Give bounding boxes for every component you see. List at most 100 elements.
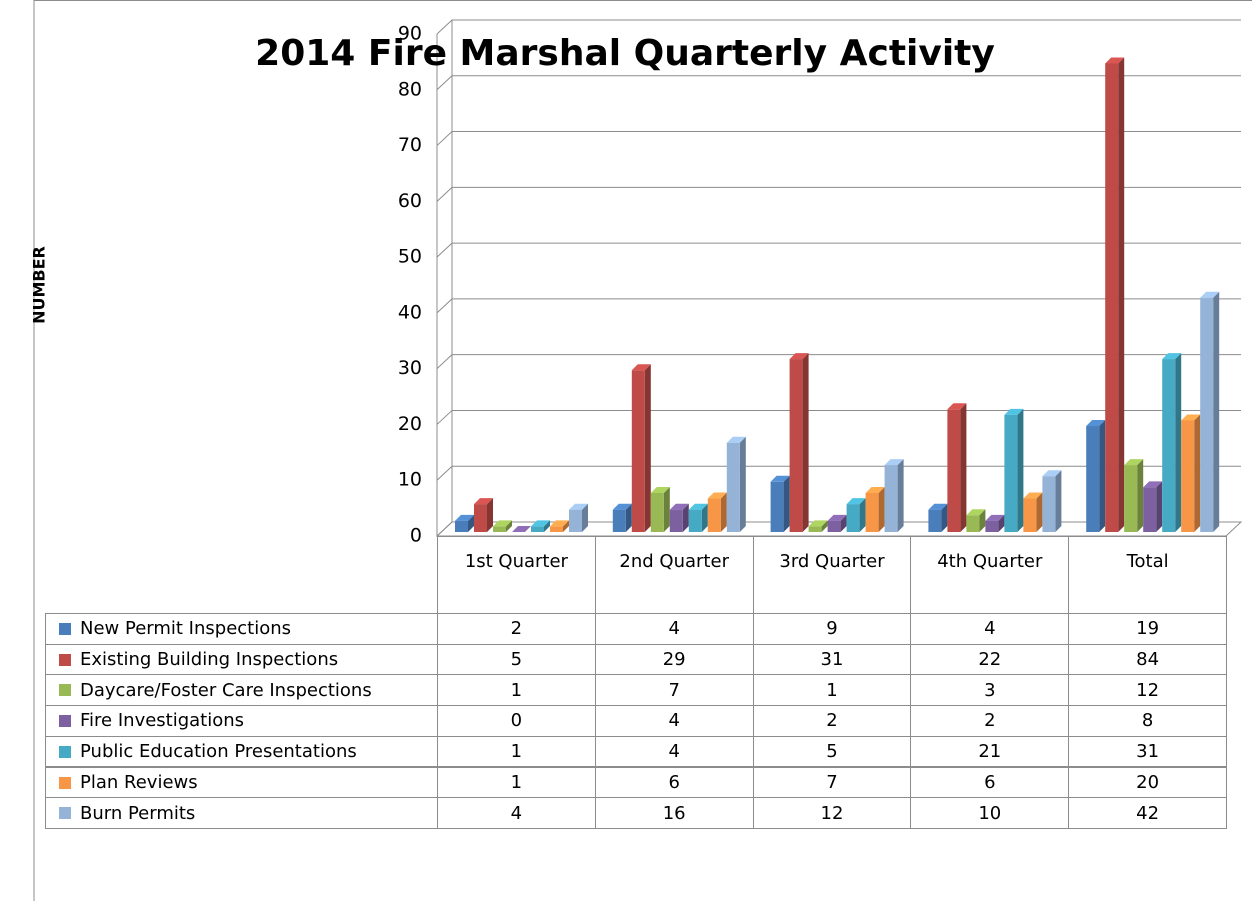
grid-line — [436, 19, 1241, 35]
table-value: 1 — [437, 766, 596, 799]
bar-top — [1200, 291, 1220, 298]
bar-front — [808, 526, 822, 532]
bar — [928, 503, 948, 532]
legend-key — [59, 684, 71, 697]
bar-side — [1156, 481, 1163, 532]
table-value: 1 — [437, 735, 596, 768]
bar-top — [966, 509, 986, 516]
bar-top — [808, 520, 828, 527]
bar — [550, 520, 569, 532]
bar-side — [701, 503, 708, 532]
bar — [1105, 57, 1125, 532]
table-value: 4 — [594, 613, 754, 645]
bar-front — [827, 520, 841, 532]
bar-top — [550, 520, 569, 527]
table-value: 9 — [752, 613, 912, 645]
table-value: 4 — [910, 613, 1070, 645]
bar-front — [493, 526, 506, 532]
bar-side — [878, 486, 885, 532]
bar — [1200, 291, 1220, 532]
bar — [1124, 459, 1144, 532]
bar-top — [1181, 414, 1201, 421]
y-tick-label: 90 — [398, 23, 422, 45]
bar-top — [512, 526, 531, 532]
bar-side — [468, 514, 474, 532]
bar — [726, 436, 746, 532]
bar-top — [474, 498, 493, 505]
bar-front — [928, 509, 942, 532]
table-value: 3 — [910, 674, 1070, 707]
table-value: 16 — [594, 797, 754, 829]
table-value: 1 — [752, 674, 912, 707]
bar-top — [612, 503, 632, 510]
bar-side — [802, 353, 809, 532]
bar-front — [569, 509, 582, 532]
bar-side — [625, 503, 632, 532]
y-tick-label: 70 — [398, 134, 422, 156]
table-value: 2 — [437, 613, 596, 645]
bar-front — [947, 409, 961, 532]
bar — [688, 503, 708, 532]
bar-side — [897, 459, 904, 532]
legend-key — [59, 807, 71, 820]
bar-front — [688, 509, 702, 532]
bar — [1004, 408, 1024, 532]
y-tick-label: 80 — [398, 78, 422, 100]
bar-side — [960, 403, 967, 532]
bar-top — [846, 498, 866, 505]
bar-front — [865, 492, 879, 532]
y-tick-label: 60 — [398, 190, 422, 212]
bar — [865, 486, 885, 532]
bar-front — [1200, 297, 1214, 532]
table-value: 19 — [1068, 613, 1227, 645]
bar-side — [1194, 414, 1201, 532]
bar-side — [682, 503, 689, 532]
table-value: 12 — [1068, 674, 1227, 707]
chart-title: 2014 Fire Marshal Quarterly Activity — [255, 33, 995, 74]
table-value: 84 — [1068, 643, 1227, 676]
bar-side — [1137, 459, 1144, 532]
bar-side — [720, 492, 727, 532]
bar — [947, 403, 967, 532]
table-value: 7 — [594, 674, 754, 707]
table-value: 4 — [594, 735, 754, 768]
table-value: 4 — [437, 797, 596, 829]
bar — [474, 498, 493, 532]
column-header: Total — [1068, 536, 1227, 614]
column-header: 3rd Quarter — [752, 536, 912, 614]
grid-line — [436, 242, 1241, 258]
y-tick-label: 10 — [398, 469, 422, 491]
bar-top — [1162, 353, 1182, 360]
y-axis-label: NUMBER — [30, 246, 49, 324]
bar — [1162, 353, 1182, 532]
bar-top — [1105, 57, 1125, 64]
table-value: 31 — [752, 643, 912, 676]
legend-label: Plan Reviews — [80, 771, 198, 793]
table-value: 7 — [752, 766, 912, 799]
table-value: 2 — [752, 705, 912, 737]
table-value: 5 — [752, 735, 912, 768]
bar-side — [979, 509, 986, 532]
table-value: 31 — [1068, 735, 1227, 768]
bar-front — [846, 504, 860, 532]
bar-front — [726, 442, 740, 532]
bar-top — [1004, 408, 1024, 415]
table-value: 10 — [910, 797, 1070, 829]
bar — [1086, 420, 1106, 532]
table-value: 21 — [910, 735, 1070, 768]
bar — [531, 520, 550, 532]
bar — [966, 509, 986, 532]
bar-front — [474, 504, 487, 532]
y-tick-label: 30 — [398, 357, 422, 379]
bar-front — [550, 526, 563, 532]
bar-front — [985, 520, 999, 532]
row-header: Existing Building Inspections — [45, 643, 438, 676]
bar-front — [531, 526, 544, 532]
y-tick-label: 0 — [410, 525, 422, 547]
legend-key — [59, 745, 71, 758]
bar-top — [1143, 481, 1163, 488]
row-header: Fire Investigations — [45, 705, 438, 737]
bar-side — [998, 514, 1005, 532]
